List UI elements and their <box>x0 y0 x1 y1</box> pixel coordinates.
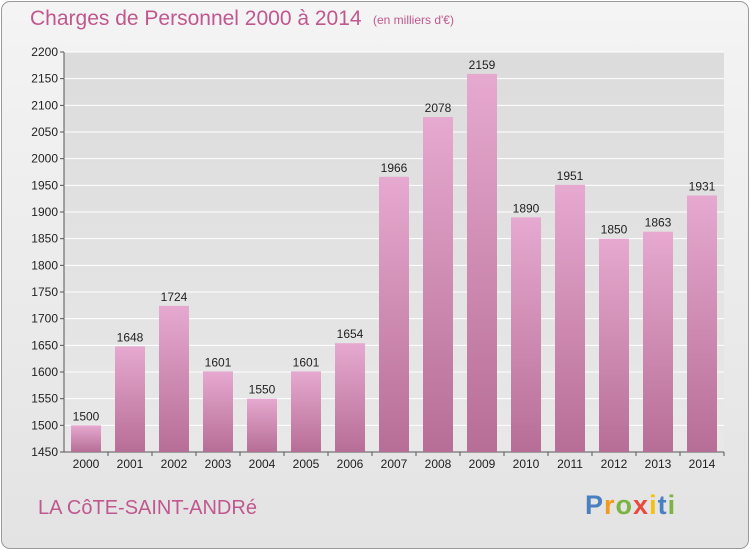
x-tick-label: 2000 <box>73 457 100 471</box>
data-label: 1724 <box>161 290 188 304</box>
x-tick-label: 2009 <box>469 457 496 471</box>
bar <box>291 371 321 452</box>
data-label: 2078 <box>425 101 452 115</box>
y-tick-label: 2100 <box>31 98 58 112</box>
data-label: 2159 <box>469 58 496 72</box>
data-label: 1951 <box>557 169 584 183</box>
data-label: 1863 <box>645 216 672 230</box>
bar <box>555 184 585 453</box>
y-tick-label: 1450 <box>31 445 58 459</box>
bar <box>467 73 497 452</box>
chart-title: Charges de Personnel 2000 à 2014 <box>30 7 362 30</box>
bar <box>159 305 189 452</box>
y-tick-label: 2050 <box>31 125 58 139</box>
data-label: 1601 <box>205 355 232 369</box>
y-tick-label: 2000 <box>31 152 58 166</box>
logo-letter: i <box>667 490 677 520</box>
bar <box>599 238 629 452</box>
y-tick-label: 1850 <box>31 232 58 246</box>
bar <box>643 231 673 452</box>
bar <box>423 117 453 453</box>
logo-letter: P <box>585 490 605 520</box>
bar <box>335 343 365 452</box>
data-label: 1931 <box>689 179 716 193</box>
x-tick-label: 2008 <box>425 457 452 471</box>
y-tick-label: 1500 <box>31 418 58 432</box>
bar <box>687 195 717 452</box>
logo-letter: i <box>649 490 658 520</box>
bar <box>71 425 101 452</box>
data-label: 1966 <box>381 161 408 175</box>
x-tick-label: 2010 <box>513 457 540 471</box>
y-tick-label: 1550 <box>31 392 58 406</box>
y-tick-label: 1750 <box>31 285 58 299</box>
x-tick-label: 2004 <box>249 457 276 471</box>
y-tick-label: 1900 <box>31 205 58 219</box>
bar <box>115 346 145 452</box>
x-tick-label: 2011 <box>557 457 583 471</box>
data-label: 1890 <box>513 201 540 215</box>
bar <box>511 217 541 452</box>
proxiti-logo: Proxiti <box>585 490 676 521</box>
y-tick-label: 1800 <box>31 258 58 272</box>
bar <box>203 371 233 452</box>
bar <box>379 176 409 453</box>
data-label: 1654 <box>337 327 364 341</box>
y-tick-label: 1650 <box>31 338 58 352</box>
x-tick-label: 2012 <box>601 457 628 471</box>
chart-subtitle: (en milliers d'€) <box>373 13 454 27</box>
x-tick-label: 2014 <box>689 457 716 471</box>
town-name: LA CôTE-SAINT-ANDRé <box>38 497 257 519</box>
data-label: 1601 <box>293 355 320 369</box>
logo-letter: r <box>604 490 616 520</box>
data-label: 1500 <box>73 409 100 423</box>
y-tick-label: 1600 <box>31 365 58 379</box>
data-label: 1550 <box>249 383 276 397</box>
x-tick-label: 2006 <box>337 457 364 471</box>
x-tick-label: 2005 <box>293 457 320 471</box>
y-tick-label: 2150 <box>31 72 58 86</box>
y-tick-label: 1950 <box>31 178 58 192</box>
x-tick-label: 2007 <box>381 457 408 471</box>
x-tick-label: 2002 <box>161 457 188 471</box>
data-label: 1648 <box>117 330 144 344</box>
logo-letter: o <box>615 490 634 520</box>
x-tick-label: 2001 <box>117 457 144 471</box>
bar <box>247 398 277 452</box>
y-tick-label: 1700 <box>31 312 58 326</box>
x-tick-label: 2003 <box>205 457 232 471</box>
y-tick-label: 2200 <box>31 45 58 59</box>
data-label: 1850 <box>601 223 628 237</box>
logo-letter: x <box>633 490 650 520</box>
logo-letter: t <box>657 490 668 520</box>
x-tick-label: 2013 <box>645 457 672 471</box>
